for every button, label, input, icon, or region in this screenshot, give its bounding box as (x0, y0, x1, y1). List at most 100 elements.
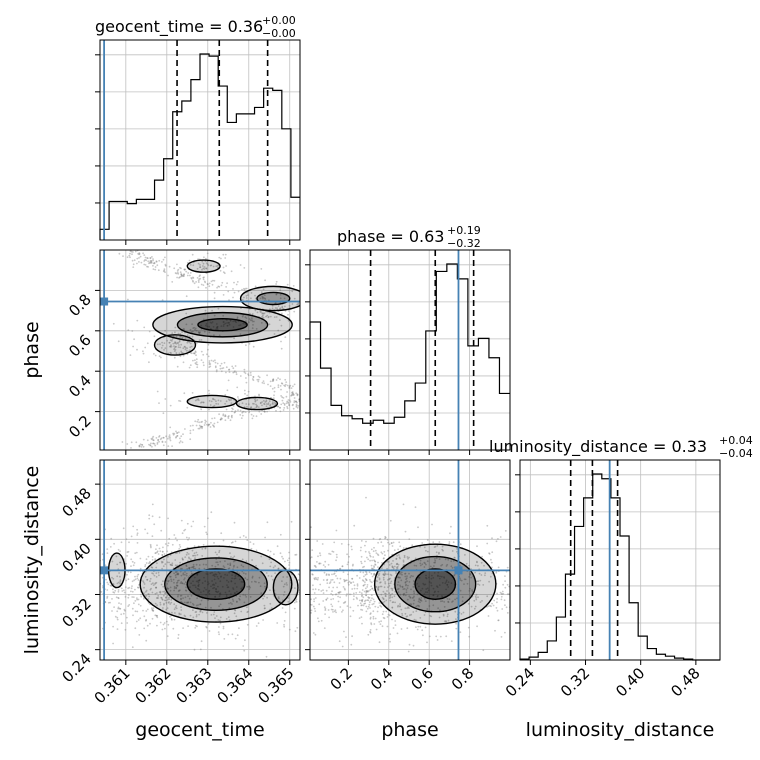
scatter-point (371, 575, 374, 578)
scatter-point (161, 561, 164, 563)
scatter-point (260, 555, 263, 558)
scatter-point (158, 435, 161, 437)
scatter-point (407, 557, 409, 560)
scatter-point (154, 552, 157, 554)
scatter-point (292, 285, 295, 287)
scatter-point (118, 607, 121, 610)
scatter-point (178, 399, 180, 402)
scatter-point (146, 578, 149, 581)
scatter-point (263, 410, 266, 413)
scatter-point (143, 263, 146, 266)
scatter-point (310, 556, 313, 559)
scatter-point (219, 593, 222, 596)
scatter-point (189, 432, 192, 435)
scatter-point (392, 566, 394, 569)
scatter-point (255, 403, 257, 406)
scatter-point (150, 437, 153, 440)
scatter-point (270, 607, 273, 609)
frame-phase-hist (309, 249, 511, 451)
scatter-point (134, 627, 137, 630)
scatter-point (166, 635, 169, 638)
scatter-point (372, 598, 375, 601)
scatter-point (122, 527, 125, 530)
scatter-point (220, 362, 223, 365)
scatter-point (152, 262, 155, 265)
scatter-point (271, 307, 274, 310)
scatter-point (300, 554, 302, 556)
scatter-point (194, 554, 197, 557)
scatter-point (123, 589, 125, 592)
tick-label-x-ld-hist-1: 0.32 (557, 664, 593, 700)
scatter-point (138, 634, 141, 636)
scatter-point (503, 599, 506, 602)
scatter-point (128, 586, 131, 589)
scatter-point (222, 325, 225, 327)
scatter-point (361, 604, 363, 606)
scatter-point (133, 338, 136, 341)
scatter-point (412, 611, 415, 613)
scatter-point (504, 580, 506, 582)
scatter-point (395, 665, 397, 667)
scatter-point (336, 583, 338, 585)
scatter-point (167, 542, 170, 545)
scatter-point (183, 273, 186, 275)
scatter-point (370, 548, 373, 551)
scatter-point (161, 440, 164, 443)
scatter-point (121, 590, 124, 592)
scatter-point (256, 404, 258, 407)
scatter-point (191, 392, 194, 394)
scatter-point (430, 582, 432, 584)
scatter-point (297, 405, 300, 407)
scatter-point (320, 619, 323, 622)
scatter-point (111, 576, 113, 579)
scatter-point (275, 293, 278, 296)
scatter-point (285, 395, 288, 398)
scatter-point (227, 379, 230, 382)
scatter-point (151, 503, 154, 506)
scatter-point (224, 415, 227, 417)
scatter-point (382, 576, 385, 579)
scatter-point (232, 566, 235, 568)
scatter-point (344, 580, 346, 582)
scatter-point (228, 590, 231, 592)
scatter-point (255, 406, 258, 409)
scatter-point (169, 404, 172, 407)
scatter-point (291, 393, 294, 396)
scatter-point (195, 358, 198, 361)
scatter-point (142, 609, 144, 612)
scatter-point (279, 407, 281, 409)
scatter-point (423, 597, 426, 600)
scatter-point (402, 564, 405, 566)
scatter-point (468, 590, 471, 592)
scatter-point (428, 581, 431, 583)
scatter-point (173, 348, 176, 351)
scatter-point (373, 573, 375, 575)
scatter-point (343, 578, 345, 581)
scatter-point (252, 376, 255, 378)
scatter-point (484, 574, 486, 577)
scatter-point (328, 616, 330, 619)
scatter-point (419, 562, 422, 565)
scatter-point (287, 310, 290, 312)
scatter-point (222, 539, 225, 542)
scatter-point (477, 596, 479, 599)
scatter-point (248, 585, 251, 588)
tick-label-y-ld-vs-geocent-time-3: 0.48 (58, 484, 94, 520)
scatter-point (242, 593, 245, 596)
scatter-point (136, 534, 139, 536)
scatter-point (194, 420, 197, 423)
scatter-point (150, 546, 152, 549)
scatter-point (412, 575, 414, 578)
scatter-point (372, 610, 375, 613)
scatter-point (178, 589, 181, 592)
scatter-point (154, 602, 157, 605)
scatter-point (468, 576, 470, 578)
scatter-point (406, 580, 408, 583)
scatter-point (199, 266, 201, 268)
scatter-point (349, 606, 352, 609)
scatter-point (333, 541, 336, 544)
scatter-point (420, 597, 423, 599)
scatter-point (462, 611, 465, 614)
scatter-point (237, 396, 239, 398)
scatter-point (390, 587, 393, 590)
